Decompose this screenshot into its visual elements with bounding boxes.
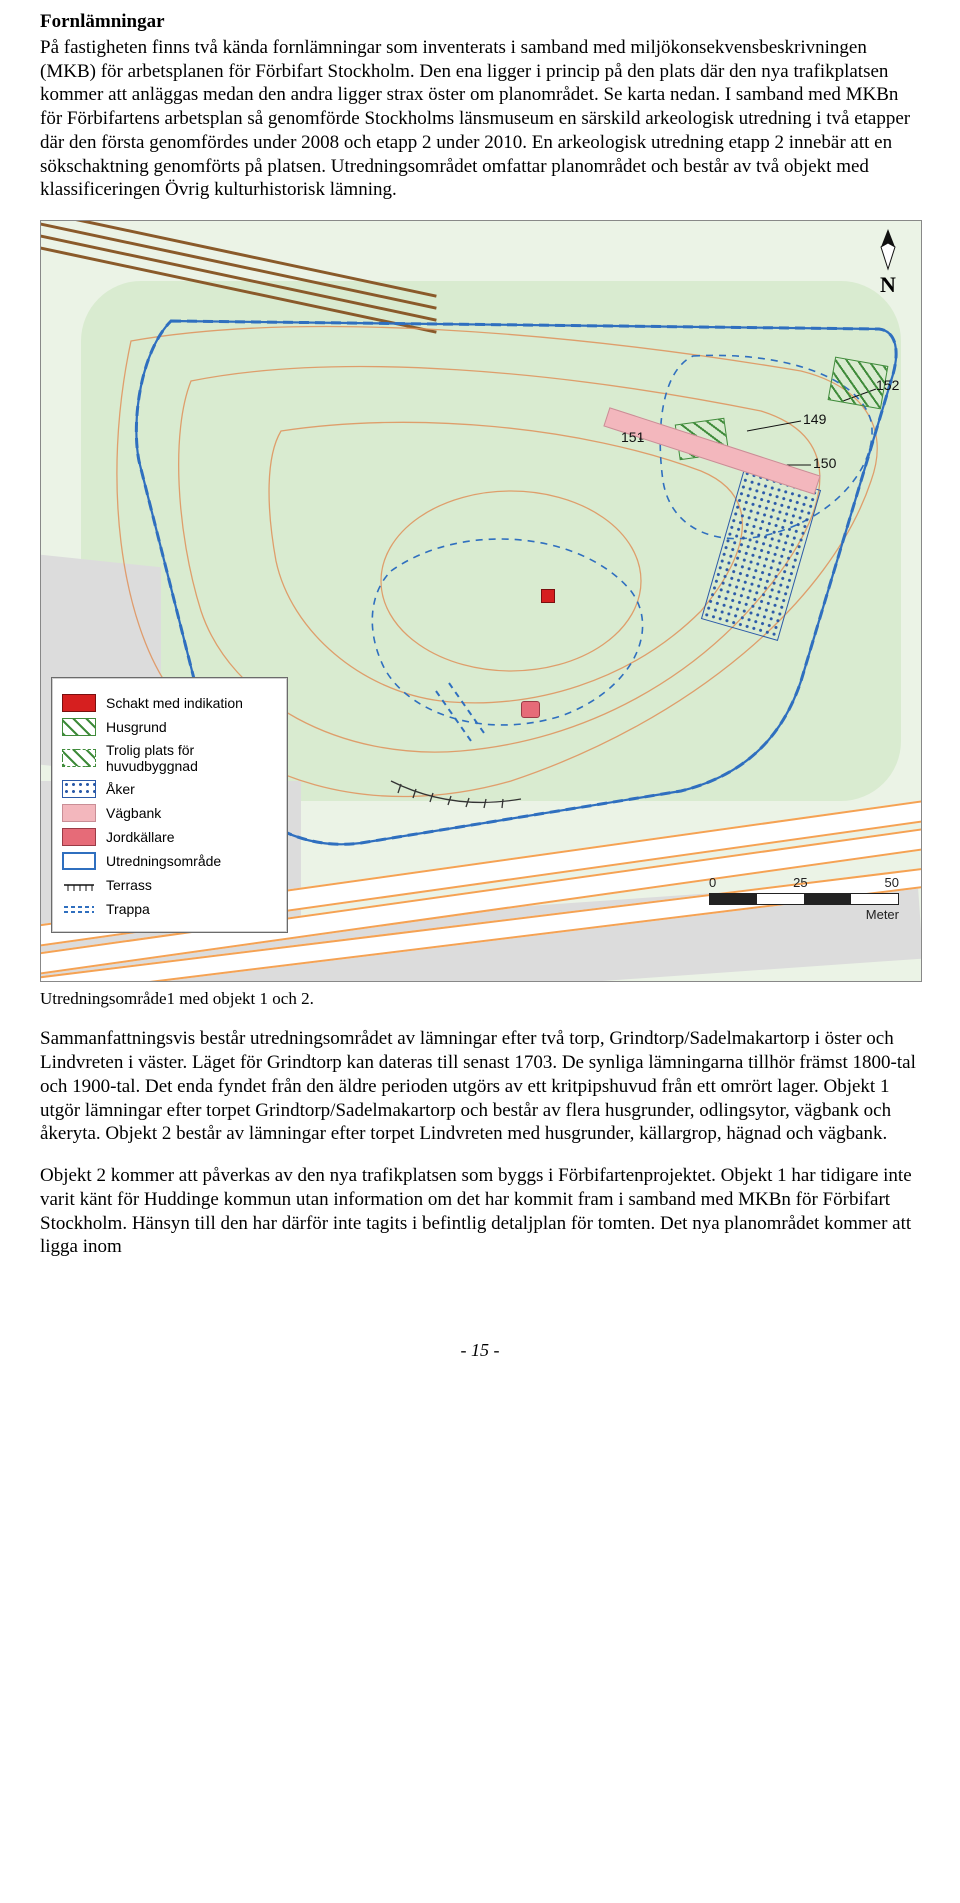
- legend-item: Utredningsområde: [62, 852, 277, 870]
- north-arrow: N: [875, 229, 901, 299]
- legend-item: Jordkällare: [62, 828, 277, 846]
- legend-label: Trolig plats för huvudbyggnad: [106, 742, 277, 774]
- legend-item: Schakt med indikation: [62, 694, 277, 712]
- paragraph-3: Objekt 2 kommer att påverkas av den nya …: [40, 1164, 920, 1259]
- map-label-149: 149: [803, 411, 826, 429]
- legend-item: Vägbank: [62, 804, 277, 822]
- legend-label: Trappa: [106, 901, 150, 917]
- legend-label: Åker: [106, 781, 135, 797]
- north-label: N: [875, 271, 901, 299]
- legend-item: Trolig plats för huvudbyggnad: [62, 742, 277, 774]
- section-heading: Fornlämningar: [40, 10, 920, 34]
- legend-label: Jordkällare: [106, 829, 174, 845]
- trappa-icon: [62, 900, 96, 918]
- legend-label: Husgrund: [106, 719, 167, 735]
- figure-caption: Utredningsområde1 med objekt 1 och 2.: [40, 988, 920, 1009]
- terrass-icon: [62, 876, 96, 894]
- legend-item: Terrass: [62, 876, 277, 894]
- map-label-152: 152: [876, 377, 899, 395]
- scale-0: 0: [709, 875, 716, 891]
- map-figure: 151 149 150 152 N 0 25 50 Meter: [40, 220, 922, 982]
- page-number: - 15 -: [40, 1339, 920, 1362]
- map-label-151: 151: [621, 429, 644, 447]
- paragraph-2: Sammanfattningsvis består utredningsområ…: [40, 1027, 920, 1146]
- legend-label: Vägbank: [106, 805, 161, 821]
- paragraph-1: På fastigheten finns två kända fornlämni…: [40, 36, 920, 202]
- scale-unit: Meter: [709, 907, 899, 923]
- scale-bar: 0 25 50 Meter: [709, 875, 899, 924]
- legend-label: Terrass: [106, 877, 152, 893]
- map-legend: Schakt med indikation Husgrund Trolig pl…: [51, 677, 288, 933]
- scale-50: 50: [885, 875, 899, 891]
- scale-25: 25: [793, 875, 807, 891]
- legend-label: Schakt med indikation: [106, 695, 243, 711]
- legend-item: Trappa: [62, 900, 277, 918]
- legend-item: Husgrund: [62, 718, 277, 736]
- legend-item: Åker: [62, 780, 277, 798]
- map-label-150: 150: [813, 455, 836, 473]
- legend-label: Utredningsområde: [106, 853, 221, 869]
